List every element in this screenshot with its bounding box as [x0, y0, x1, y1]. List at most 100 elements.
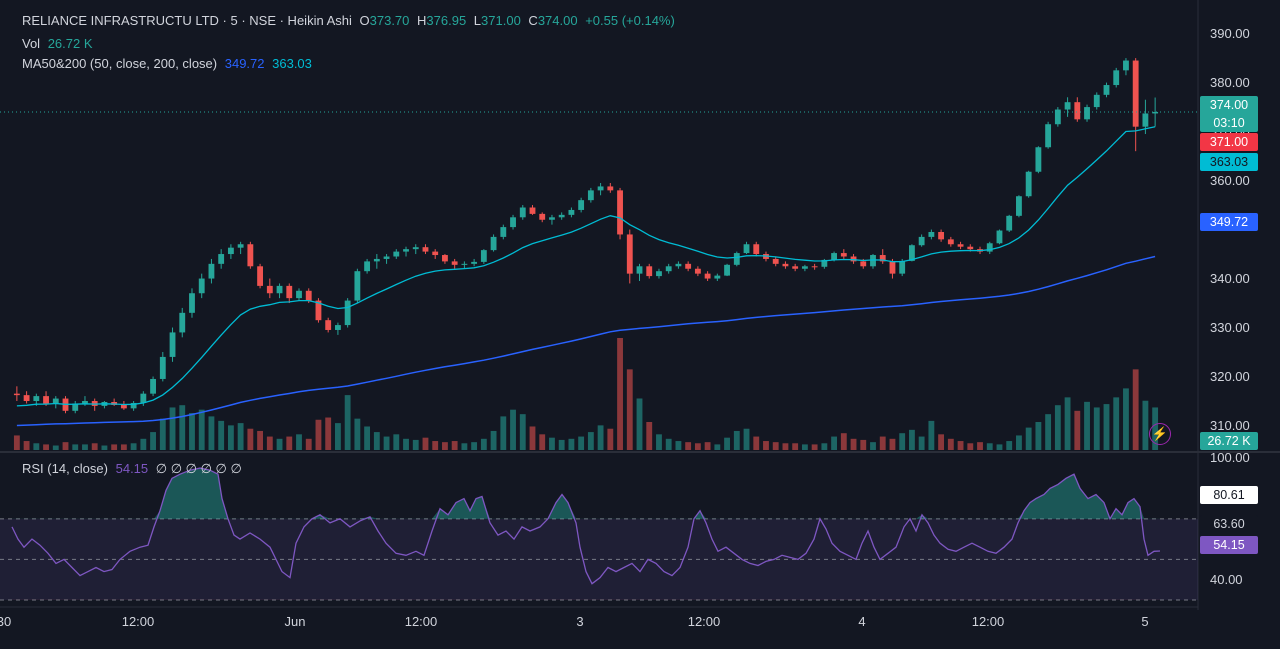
- volume-bar: [938, 434, 944, 450]
- lightning-icon[interactable]: ⚡: [1149, 423, 1171, 445]
- volume-bar: [384, 437, 390, 450]
- candle-body: [354, 271, 360, 300]
- candle-body: [325, 320, 331, 330]
- candle-body: [753, 244, 759, 254]
- rsi-upper-tag: 80.61: [1200, 486, 1258, 504]
- volume-bar: [491, 431, 497, 450]
- volume-bar: [306, 439, 312, 450]
- candle-body: [296, 291, 302, 298]
- volume-bar: [1113, 397, 1119, 450]
- volume-bar: [753, 437, 759, 450]
- candle-body: [598, 186, 604, 190]
- volume-bar: [510, 410, 516, 450]
- candle-body: [286, 286, 292, 298]
- volume-bar: [335, 423, 341, 450]
- volume-bar: [549, 438, 555, 450]
- candle-body: [1016, 196, 1022, 216]
- volume-bar: [666, 439, 672, 450]
- volume-bar: [63, 442, 69, 450]
- candle-body: [491, 237, 497, 250]
- volume-bar: [131, 443, 137, 450]
- ma-cyan-tag: 363.03: [1200, 153, 1258, 171]
- candle-body: [559, 215, 565, 217]
- candle-body: [24, 395, 30, 401]
- volume-bar: [948, 439, 954, 450]
- close-value: 374.00: [538, 13, 578, 28]
- volume-bar: [325, 418, 331, 450]
- candle-body: [967, 247, 973, 249]
- candle-body: [1123, 61, 1129, 71]
- last-price-tag: 374.00 03:10: [1200, 96, 1258, 132]
- low-value: 371.00: [481, 13, 521, 28]
- volume-bar: [977, 442, 983, 450]
- candle-body: [734, 253, 740, 265]
- candle-body: [831, 253, 837, 260]
- volume-bar: [150, 432, 156, 450]
- ma-blue-tag: 349.72: [1200, 213, 1258, 231]
- candle-body: [423, 247, 429, 251]
- candle-body: [549, 217, 555, 219]
- volume-bar: [423, 438, 429, 450]
- volume-bar: [598, 425, 604, 450]
- volume-bar: [257, 431, 263, 450]
- volume-bar: [860, 440, 866, 450]
- volume-bar: [530, 426, 536, 450]
- volume-bar: [471, 442, 477, 450]
- candle-body: [1142, 113, 1148, 126]
- candle-body: [530, 208, 536, 214]
- volume-label: Vol: [22, 36, 40, 51]
- candle-body: [1035, 147, 1041, 171]
- volume-bar: [880, 437, 886, 450]
- candle-body: [1006, 216, 1012, 231]
- symbol-title[interactable]: RELIANCE INFRASTRUCTU LTD · 5 · NSE · He…: [22, 13, 352, 28]
- candle-body: [958, 244, 964, 246]
- volume-bar: [627, 369, 633, 450]
- ma-legend[interactable]: MA50&200 (50, close, 200, close) 349.72 …: [22, 56, 316, 71]
- time-tick-label: 12:00: [972, 614, 1005, 629]
- last-price-value: 374.00: [1200, 96, 1258, 114]
- volume-bar: [121, 444, 127, 450]
- volume-bar: [744, 429, 750, 450]
- volume-value: 26.72 K: [48, 36, 93, 51]
- candle-body: [170, 332, 176, 356]
- candle-body: [481, 250, 487, 262]
- candle-body: [442, 255, 448, 261]
- volume-bar: [899, 433, 905, 450]
- candle-body: [140, 394, 146, 403]
- candle-body: [1055, 110, 1061, 125]
- candle-body: [393, 252, 399, 257]
- candle-body: [646, 266, 652, 276]
- ma200-value: 363.03: [272, 56, 312, 71]
- candle-body: [1094, 95, 1100, 107]
- candle-body: [919, 237, 925, 245]
- candle-body: [500, 227, 506, 237]
- candle-body: [189, 293, 195, 313]
- volume-bar: [763, 441, 769, 450]
- candle-body: [607, 186, 613, 190]
- rsi-tick-label: 40.00: [1210, 572, 1243, 587]
- volume-bar: [247, 429, 253, 450]
- rsi-legend[interactable]: RSI (14, close) 54.15 ∅ ∅ ∅ ∅ ∅ ∅: [22, 461, 246, 477]
- ma-fast-line: [17, 127, 1155, 406]
- volume-bar: [724, 438, 730, 450]
- volume-bar: [617, 338, 623, 450]
- volume-bar: [111, 444, 117, 450]
- time-tick-label: 12:00: [122, 614, 155, 629]
- volume-bar: [102, 446, 108, 450]
- volume-legend[interactable]: Vol 26.72 K: [22, 36, 97, 51]
- volume-bar: [559, 440, 565, 450]
- candle-body: [179, 313, 185, 333]
- volume-tag: 26.72 K: [1200, 432, 1258, 450]
- ma-slow-line: [17, 257, 1155, 426]
- volume-bar: [539, 434, 545, 450]
- candle-body: [452, 261, 458, 264]
- candle-body: [413, 247, 419, 249]
- candle-body: [588, 190, 594, 200]
- price-tick-label: 310.00: [1210, 418, 1250, 433]
- candle-body: [374, 259, 380, 261]
- candle-body: [43, 396, 49, 403]
- volume-bar: [82, 444, 88, 450]
- volume-bar: [286, 437, 292, 450]
